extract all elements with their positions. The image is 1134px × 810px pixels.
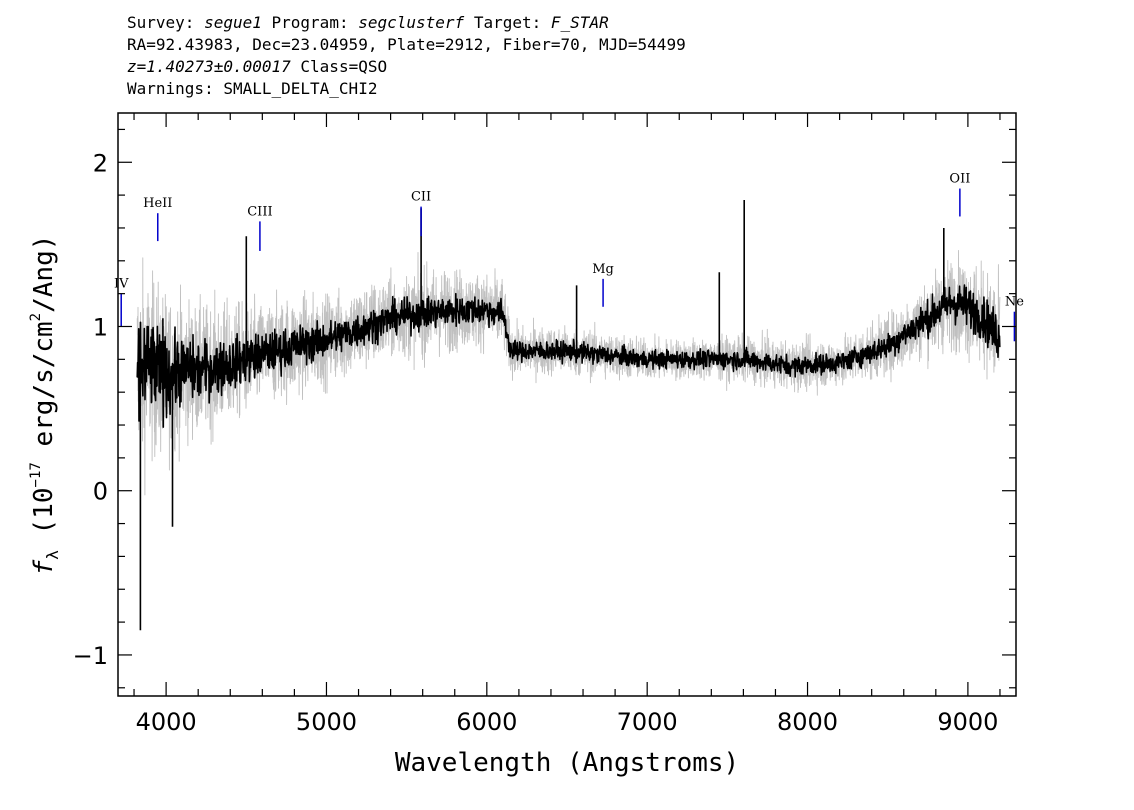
y-tick-label: −1	[73, 642, 108, 670]
target-label: Target:	[473, 13, 542, 32]
header-line-coordinates: RA=92.43983, Dec=23.04959, Plate=2912, F…	[127, 35, 686, 54]
y-title-lambda: λ	[43, 550, 62, 560]
plot-frame	[117, 112, 1017, 697]
x-tick-label: 8000	[777, 708, 838, 736]
header-line-survey: Survey: segue1 Program: segclusterf Targ…	[127, 12, 686, 34]
line-marker-label-1: HeII	[143, 196, 172, 211]
x-axis-title: Wavelength (Angstroms)	[395, 748, 739, 778]
line-marker-label-2: CIII	[247, 204, 272, 219]
target-value: F_STAR	[550, 13, 609, 32]
line-marker-label-3: CII	[411, 190, 431, 205]
series-layer	[136, 200, 1001, 631]
survey-value: segue1	[204, 13, 262, 32]
line-marker-label-0: IV	[114, 277, 129, 292]
series-smoothed-flux	[136, 200, 1001, 631]
y-axis-title: fλ (10−17 erg/s/cm2/Ang)	[28, 235, 62, 576]
y-tick-label: 1	[93, 313, 108, 341]
program-value: segclusterf	[358, 13, 465, 32]
line-marker-label-5: OII	[949, 172, 970, 187]
axis-ticks: 4000 5000 6000 7000 8000 9000 −1 0 1 2	[73, 113, 1016, 736]
y-title-exp2: 2	[28, 313, 44, 321]
y-title-close: /Ang)	[29, 235, 59, 313]
spectrum-header: Survey: segue1 Program: segclusterf Targ…	[127, 12, 686, 100]
line-markers: IV HeII CIII CII Mg OII Ne	[114, 172, 1024, 342]
line-marker-label-4: Mg	[592, 262, 614, 277]
y-title-mid: erg/s/cm	[29, 321, 59, 462]
series-raw-flux	[136, 249, 1001, 496]
x-tick-label: 6000	[456, 708, 517, 736]
redshift-value: z=1.40273±0.00017	[127, 57, 291, 76]
x-tick-label: 7000	[617, 708, 678, 736]
header-line-redshift: z=1.40273±0.00017 Class=QSO	[127, 56, 686, 78]
program-label: Program:	[271, 13, 349, 32]
survey-label: Survey:	[127, 13, 195, 32]
y-tick-label: 2	[93, 149, 108, 177]
y-title-open: (10	[29, 487, 59, 550]
y-tick-label: 0	[93, 478, 108, 506]
class-value: Class=QSO	[300, 57, 388, 76]
y-title-exp: −17	[28, 462, 44, 487]
header-line-warnings: Warnings: SMALL_DELTA_CHI2	[127, 79, 378, 98]
x-tick-label: 5000	[296, 708, 357, 736]
y-title-f: f	[29, 559, 59, 575]
x-tick-label: 9000	[937, 708, 998, 736]
x-tick-label: 4000	[136, 708, 197, 736]
line-marker-label-6: Ne	[1005, 295, 1024, 310]
